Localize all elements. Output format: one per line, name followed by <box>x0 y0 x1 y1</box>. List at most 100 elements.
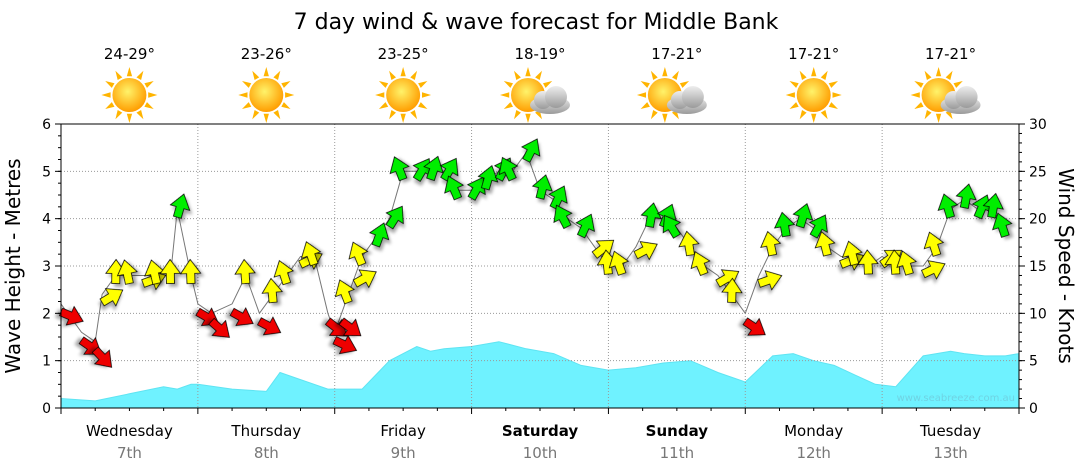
sun-disc <box>249 78 284 112</box>
wind-arrow <box>444 175 465 201</box>
right-axis-ticks: 0 5 10 15 20 25 30 <box>1019 117 1047 417</box>
left-tick-label: 1 <box>42 354 51 370</box>
sun-ray <box>945 70 953 80</box>
temperature-label: 18-19° <box>514 45 565 63</box>
date-label: 10th <box>523 444 557 462</box>
day-label: Monday <box>784 422 843 440</box>
sun-ray <box>238 92 248 98</box>
wind-arrow <box>423 155 444 182</box>
sun-ray <box>400 113 406 123</box>
wind-arrow <box>179 258 202 285</box>
sun-ray <box>811 113 817 123</box>
sun-ray <box>263 113 269 123</box>
sun-ray <box>503 81 513 88</box>
sun-ray <box>389 110 396 120</box>
wind-arrow <box>760 230 782 257</box>
sun-ray <box>672 70 679 80</box>
temperature-label: 17-21° <box>788 45 839 63</box>
wind-arrow <box>608 250 630 276</box>
sun-ray <box>535 70 542 80</box>
chart-title: 7 day wind & wave forecast for Middle Ba… <box>294 10 779 35</box>
wind-arrow <box>640 202 662 228</box>
day-label: Tuesday <box>919 422 981 440</box>
wind-arrow <box>531 174 553 200</box>
cloud-puff <box>681 86 704 108</box>
wind-arrow <box>992 212 1013 238</box>
sun-ray <box>242 102 252 109</box>
sun-icon <box>238 67 295 123</box>
sun-ray <box>389 70 396 80</box>
sun-ray <box>418 102 428 109</box>
wind-arrow <box>338 317 362 337</box>
left-tick-label: 3 <box>42 259 51 275</box>
sun-ray <box>378 102 389 109</box>
right-tick-label: 25 <box>1029 164 1047 180</box>
wind-arrow <box>575 213 595 239</box>
wind-arrow <box>498 156 519 182</box>
right-tick-label: 5 <box>1029 354 1038 370</box>
sun-icon <box>785 67 842 123</box>
sun-ray <box>273 110 281 120</box>
wind-arrow <box>368 222 390 248</box>
day-label: Friday <box>380 422 426 440</box>
wind-arrow <box>923 231 945 257</box>
wind-arrow <box>466 176 486 201</box>
sun-ray <box>252 70 260 80</box>
wave-height-area <box>60 341 1020 409</box>
sun-ray <box>672 110 679 120</box>
sun-ray <box>785 92 795 98</box>
sun-disc <box>112 78 147 112</box>
sun-ray <box>789 102 799 109</box>
day-label: Wednesday <box>86 422 173 440</box>
sun-ray <box>514 110 521 120</box>
sun-ray <box>789 81 799 88</box>
sun-ray <box>281 102 291 109</box>
wind-arrow <box>814 231 836 257</box>
left-tick-label: 0 <box>42 401 51 417</box>
wind-arrow <box>920 260 946 280</box>
wind-arrow <box>273 260 295 286</box>
sun-ray <box>285 92 295 98</box>
wind-arrow <box>159 258 182 284</box>
sun-ray <box>136 110 144 120</box>
left-tick-label: 5 <box>42 164 51 180</box>
sun-ray <box>679 81 690 88</box>
wind-arrows <box>58 138 1013 368</box>
cloud-puff <box>545 86 567 108</box>
left-axis-title: Wave Height - Metres <box>1 158 25 373</box>
wind-arrow <box>385 205 404 230</box>
sun-ray <box>136 70 144 80</box>
date-label: 13th <box>933 444 967 462</box>
day-label: Sunday <box>646 422 709 440</box>
sun-ray <box>514 70 521 80</box>
sun-ray <box>378 81 389 88</box>
wind-arrow <box>721 277 743 303</box>
sun-ray <box>662 67 668 77</box>
sun-ray <box>144 102 154 109</box>
sun-ray <box>924 110 932 120</box>
date-label: 7th <box>117 444 142 462</box>
wind-arrow <box>690 251 711 277</box>
wind-arrow <box>757 270 783 291</box>
wind-arrow <box>678 230 700 257</box>
wind-arrow <box>348 241 369 267</box>
sun-disc <box>386 78 421 112</box>
wind-arrow <box>439 157 459 182</box>
wind-arrow <box>300 241 322 267</box>
wind-arrow <box>99 288 124 307</box>
wind-arrow <box>553 204 573 230</box>
wind-arrow <box>633 241 658 261</box>
temperature-label: 17-21° <box>651 45 702 63</box>
date-label: 9th <box>391 444 416 462</box>
sun-ray <box>543 81 553 88</box>
wind-arrow <box>58 305 84 326</box>
sun-ray <box>281 81 291 88</box>
sun-icon <box>101 67 158 123</box>
sun-icon <box>375 67 432 123</box>
sun-ray <box>148 92 158 98</box>
sun-ray <box>242 81 252 88</box>
wind-arrow <box>261 277 283 304</box>
sun-ray <box>144 81 154 88</box>
left-tick-label: 6 <box>42 117 51 133</box>
